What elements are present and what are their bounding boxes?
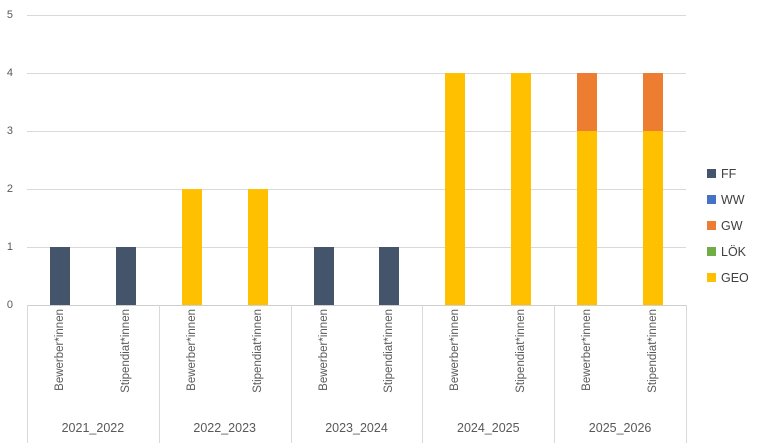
category-divider <box>686 305 687 443</box>
legend-swatch-lök <box>707 247 716 256</box>
x-category-label: Bewerber*innen <box>449 309 462 391</box>
legend-swatch-geo <box>707 273 716 282</box>
legend: FF WW GW LÖK GEO <box>707 166 749 296</box>
legend-swatch-ff <box>707 169 716 178</box>
x-category-label: Bewerber*innen <box>581 309 594 391</box>
x-category-label: Bewerber*innen <box>317 309 330 391</box>
y-tick-label: 4 <box>6 67 13 79</box>
y-tick-label: 5 <box>6 9 13 21</box>
gridline <box>27 73 686 74</box>
category-divider <box>422 305 423 443</box>
x-category-label: Bewerber*innen <box>185 309 198 391</box>
legend-label: GW <box>721 218 743 233</box>
legend-entry-ww: WW <box>707 192 749 207</box>
y-tick-label: 1 <box>6 241 13 253</box>
x-group-label: 2023_2024 <box>325 421 388 435</box>
bar-segment-gw <box>577 73 598 131</box>
bar-segment-ff <box>379 247 400 305</box>
x-category-label: Bewerber*innen <box>53 309 66 391</box>
legend-entry-lök: LÖK <box>707 244 749 259</box>
legend-label: LÖK <box>721 244 747 259</box>
legend-label: WW <box>721 192 745 207</box>
category-divider <box>159 305 160 443</box>
legend-swatch-ww <box>707 195 716 204</box>
bar-segment-geo <box>511 73 532 305</box>
x-category-label: Stipendiat*innen <box>647 309 660 393</box>
bar-segment-geo <box>181 189 202 305</box>
category-divider <box>554 305 555 443</box>
x-group-label: 2021_2022 <box>61 421 125 435</box>
y-tick-label: 2 <box>6 183 13 195</box>
legend-entry-gw: GW <box>707 218 749 233</box>
category-divider <box>27 305 28 443</box>
y-tick-label: 3 <box>6 125 13 137</box>
bar-segment-ff <box>313 247 334 305</box>
legend-entry-ff: FF <box>707 166 749 181</box>
category-divider <box>291 305 292 443</box>
legend-entry-geo: GEO <box>707 270 749 285</box>
y-tick-label: 0 <box>6 299 13 311</box>
x-axis-line <box>27 305 686 306</box>
gridline <box>27 15 686 16</box>
x-category-label: Stipendiat*innen <box>515 309 528 393</box>
legend-label: FF <box>721 166 737 181</box>
bar-segment-ff <box>115 247 136 305</box>
x-category-label: Stipendiat*innen <box>251 309 264 393</box>
bar-segment-gw <box>643 73 664 131</box>
bar-segment-geo <box>445 73 466 305</box>
x-group-label: 2022_2023 <box>193 421 256 435</box>
legend-label: GEO <box>721 270 749 285</box>
gridline <box>27 189 686 190</box>
x-group-label: 2025_2026 <box>588 421 652 435</box>
bar-segment-geo <box>247 189 268 305</box>
legend-swatch-gw <box>707 221 716 230</box>
x-category-label: Stipendiat*innen <box>383 309 396 393</box>
bar-segment-geo <box>577 131 598 305</box>
bar-segment-geo <box>643 131 664 305</box>
x-group-label: 2024_2025 <box>457 421 520 435</box>
gridline <box>27 131 686 132</box>
bar-segment-ff <box>49 247 70 305</box>
x-category-label: Stipendiat*innen <box>119 309 132 393</box>
gridline <box>27 247 686 248</box>
